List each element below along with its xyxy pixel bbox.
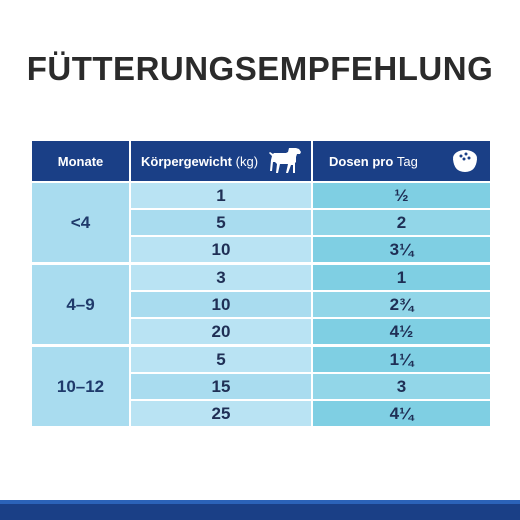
weight-cell: 1 [131,183,311,208]
header-dosen-label: Dosen pro [329,153,394,169]
header-monate: Monate [32,141,129,181]
dose-cell: 2¾ [313,292,490,317]
dose-cell: ½ [313,183,490,208]
dose-cell: 2 [313,210,490,235]
weight-cell: 20 [131,319,311,344]
header-dosen-unit: Tag [396,153,418,169]
header-koerpergewicht: Körpergewicht (kg) [131,141,311,181]
header-dosen: Dosen pro Tag [313,141,490,181]
bowl-icon [450,146,480,179]
dose-cell: 1 [313,265,490,290]
weight-cell: 5 [131,347,311,372]
weight-cell: 15 [131,374,311,399]
footer-bar [0,500,520,520]
dose-cell: 4¼ [313,401,490,426]
dose-cell: 1¼ [313,347,490,372]
age-group: 4–9 [32,265,129,344]
dog-icon [269,146,303,179]
age-group: <4 [32,183,129,262]
page-title: FÜTTERUNGSEMPFEHLUNG [26,50,494,87]
header-kg-unit: (kg) [235,153,259,169]
dose-cell: 3 [313,374,490,399]
weight-cell: 10 [131,237,311,262]
dose-cell: 3¼ [313,237,490,262]
weight-cell: 5 [131,210,311,235]
age-group: 10–12 [32,347,129,426]
weight-cell: 3 [131,265,311,290]
weight-cell: 25 [131,401,311,426]
weight-cell: 10 [131,292,311,317]
dose-cell: 4½ [313,319,490,344]
header-kg-label: Körpergewicht [141,153,233,169]
